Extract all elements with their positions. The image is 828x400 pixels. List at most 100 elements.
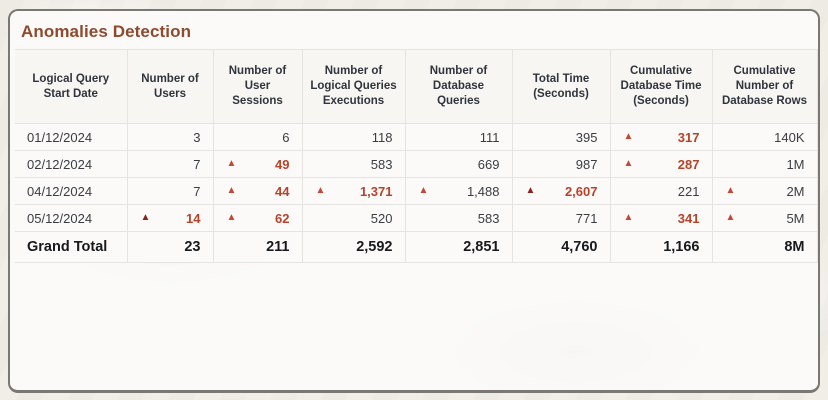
value-cell[interactable]: 1,166 — [610, 231, 713, 263]
cell-value: 1,371 — [359, 183, 393, 199]
anomaly-triangle-icon: ▲ — [140, 212, 151, 223]
column-header-4[interactable]: Number of Logical Queries Executions — [302, 49, 406, 124]
value-cell[interactable]: 520 — [302, 204, 406, 232]
value-cell[interactable]: 4,760 — [512, 231, 611, 263]
value-cell[interactable]: 2,851 — [405, 231, 513, 263]
cell-value: 44 — [275, 183, 290, 199]
anomaly-triangle-icon: ▲ — [725, 185, 736, 196]
cell-value: 1M — [786, 156, 805, 172]
cell-value: 6 — [282, 129, 290, 145]
value-cell[interactable]: 583 — [302, 150, 406, 178]
date-cell[interactable]: 01/12/2024 — [15, 123, 128, 151]
value-cell[interactable]: 3 — [127, 123, 214, 151]
cell-value: 1,166 — [663, 239, 700, 255]
value-cell[interactable]: 221 — [610, 177, 713, 205]
value-cell[interactable]: 211 — [213, 231, 303, 263]
cell-value: 3 — [193, 129, 201, 145]
cell-value: 7 — [193, 156, 201, 172]
column-header-2[interactable]: Number of Users — [127, 49, 214, 124]
cell-value: 987 — [575, 156, 598, 172]
value-cell[interactable]: ▲ 14 — [127, 204, 214, 232]
value-cell[interactable]: 583 — [405, 204, 513, 232]
table-header: Logical Query Start Date Number of Users N… — [15, 49, 818, 124]
cell-value: 8M — [784, 239, 805, 255]
value-cell[interactable]: 7 — [127, 150, 214, 178]
cell-value: 140K — [774, 129, 805, 145]
value-cell[interactable]: 2,592 — [302, 231, 406, 263]
grand-total-label-cell[interactable]: Grand Total — [15, 231, 128, 263]
value-cell[interactable]: ▲ 2,607 — [512, 177, 611, 205]
date-cell[interactable]: 02/12/2024 — [15, 150, 128, 178]
value-cell[interactable]: ▲ 287 — [610, 150, 713, 178]
value-cell[interactable]: ▲ 317 — [610, 123, 713, 151]
value-cell[interactable]: 140K — [712, 123, 818, 151]
table-row: 01/12/2024 3 6 118 111 395 ▲ 317 140K — [15, 123, 818, 151]
value-cell[interactable]: 118 — [302, 123, 406, 151]
value-cell[interactable]: 669 — [405, 150, 513, 178]
cell-value: 395 — [575, 129, 598, 145]
value-cell[interactable]: 8M — [712, 231, 818, 263]
anomaly-triangle-icon: ▲ — [226, 158, 237, 169]
anomaly-triangle-icon: ▲ — [525, 185, 536, 196]
page-title: Anomalies Detection — [21, 22, 192, 41]
cell-value: 520 — [370, 210, 393, 226]
date-cell[interactable]: 05/12/2024 — [15, 204, 128, 232]
cell-value: 211 — [266, 239, 290, 255]
table-row: 05/12/2024 ▲ 14 ▲ 62 520 583 771 ▲ 341 ▲ 5M — [15, 204, 818, 232]
value-cell[interactable]: 23 — [127, 231, 214, 263]
column-header-8[interactable]: Cumulative Number of Database Rows — [712, 49, 818, 124]
anomaly-triangle-icon: ▲ — [725, 212, 736, 223]
value-cell[interactable]: 1M — [712, 150, 818, 178]
anomaly-triangle-icon: ▲ — [418, 185, 429, 196]
cell-value: 287 — [677, 156, 700, 172]
anomalies-table: Logical Query Start Date Number of Users N… — [15, 49, 818, 263]
cell-value: 2,851 — [463, 239, 500, 255]
value-cell[interactable]: ▲ 44 — [213, 177, 303, 205]
cell-value: 221 — [677, 183, 700, 199]
cell-value: 14 — [186, 210, 201, 226]
cell-value: 583 — [477, 210, 500, 226]
table-row: 04/12/2024 7 ▲ 44 ▲ 1,371 ▲ 1,488 ▲ 2,607 221 ▲ 2M — [15, 177, 818, 205]
column-header-3[interactable]: Number of User Sessions — [213, 49, 303, 124]
cell-value: 2,592 — [356, 239, 393, 255]
value-cell[interactable]: ▲ 1,488 — [405, 177, 513, 205]
anomaly-triangle-icon: ▲ — [315, 185, 326, 196]
value-cell[interactable]: 771 — [512, 204, 611, 232]
value-cell[interactable]: ▲ 2M — [712, 177, 818, 205]
cell-value: 341 — [677, 210, 700, 226]
column-header-7[interactable]: Cumulative Database Time (Seconds) — [610, 49, 713, 124]
cell-value: 5M — [786, 210, 805, 226]
value-cell[interactable]: 395 — [512, 123, 611, 151]
cell-value: 62 — [275, 210, 290, 226]
value-cell[interactable]: ▲ 49 — [213, 150, 303, 178]
cell-value: 2,607 — [564, 183, 598, 199]
value-cell[interactable]: 7 — [127, 177, 214, 205]
cell-value: 7 — [193, 183, 201, 199]
anomaly-triangle-icon: ▲ — [226, 185, 237, 196]
column-header-6[interactable]: Total Time (Seconds) — [512, 49, 611, 124]
cell-value: 111 — [479, 129, 500, 145]
cell-value: 2M — [786, 183, 805, 199]
value-cell[interactable]: 111 — [405, 123, 513, 151]
cell-value: 669 — [477, 156, 500, 172]
anomalies-detection-card: Anomalies Detection Logical Query Start … — [8, 9, 820, 393]
value-cell[interactable]: ▲ 341 — [610, 204, 713, 232]
cell-value: 23 — [184, 239, 201, 255]
cell-value: 317 — [677, 129, 700, 145]
column-header-5[interactable]: Number of Database Queries — [405, 49, 513, 124]
cell-value: 118 — [371, 129, 393, 145]
cell-value: 771 — [575, 210, 598, 226]
value-cell[interactable]: ▲ 1,371 — [302, 177, 406, 205]
value-cell[interactable]: ▲ 5M — [712, 204, 818, 232]
value-cell[interactable]: 6 — [213, 123, 303, 151]
cell-value: 4,760 — [561, 239, 598, 255]
cell-value: 49 — [275, 156, 290, 172]
value-cell[interactable]: 987 — [512, 150, 611, 178]
anomaly-triangle-icon: ▲ — [623, 158, 634, 169]
grand-total-row: Grand Total 23 211 2,592 2,851 4,760 1,166 8M — [15, 231, 818, 263]
anomaly-triangle-icon: ▲ — [623, 212, 634, 223]
column-header-1[interactable]: Logical Query Start Date — [15, 49, 128, 124]
value-cell[interactable]: ▲ 62 — [213, 204, 303, 232]
date-cell[interactable]: 04/12/2024 — [15, 177, 128, 205]
anomaly-triangle-icon: ▲ — [226, 212, 237, 223]
